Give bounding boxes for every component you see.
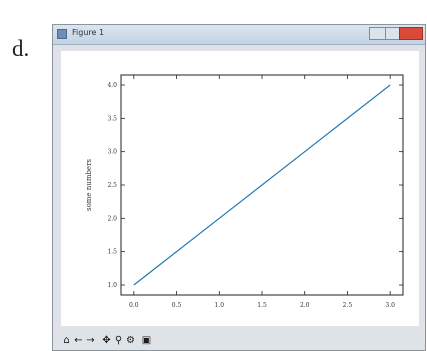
- line-chart: 0.0 0.5 1.0 1.5 2.0 2.5 3.0 1.0 1.5 2.0 2.5 3.0 3.5 4…: [85, 74, 404, 309]
- home-button[interactable]: ⌂: [61, 334, 72, 347]
- x-tick-label: 2.5: [343, 302, 353, 309]
- configure-button[interactable]: ⚙: [125, 334, 136, 347]
- y-tick-label: 1.5: [107, 249, 117, 256]
- configure-icon: ⚙: [126, 334, 135, 346]
- y-axis-label: some numbers: [85, 159, 93, 211]
- zoom-button[interactable]: ⚲: [113, 334, 124, 347]
- navigation-toolbar: ⌂ ← → ✥ ⚲ ⚙ ▣: [61, 331, 153, 349]
- pan-icon: ✥: [102, 334, 111, 346]
- home-icon: ⌂: [63, 334, 70, 346]
- zoom-icon: ⚲: [114, 334, 123, 346]
- minimize-button[interactable]: [369, 27, 385, 40]
- panel-label: d.: [12, 36, 30, 61]
- x-tick-label: 0.5: [172, 302, 182, 309]
- x-tick-label: 0.0: [129, 302, 139, 309]
- window-controls: [369, 27, 423, 41]
- x-tick-label: 2.0: [300, 302, 310, 309]
- maximize-button[interactable]: [385, 27, 399, 40]
- series-line: [133, 84, 391, 286]
- y-tick-label: 1.0: [107, 282, 117, 289]
- figure-window: Figure 1 0.0 0.5 1.0 1.5 2.0 2.5 3.0 1.0 1.5 2.0 2…: [52, 24, 426, 351]
- save-button[interactable]: ▣: [141, 334, 152, 347]
- y-tick-label: 4.0: [107, 82, 117, 89]
- close-button[interactable]: [399, 27, 423, 40]
- y-tick-label: 3.5: [107, 115, 117, 122]
- forward-icon: →: [86, 334, 95, 346]
- back-button[interactable]: ←: [73, 334, 84, 347]
- y-tick-label: 2.5: [107, 182, 117, 189]
- save-icon: ▣: [141, 334, 152, 346]
- x-tick-label: 1.5: [257, 302, 267, 309]
- y-tick-label: 2.0: [107, 215, 117, 222]
- x-tick-label: 3.0: [385, 302, 395, 309]
- window-title: Figure 1: [72, 28, 105, 37]
- app-icon: [57, 29, 67, 39]
- x-tick-label: 1.0: [214, 302, 224, 309]
- y-tick-label: 3.0: [107, 149, 117, 156]
- figure-canvas: 0.0 0.5 1.0 1.5 2.0 2.5 3.0 1.0 1.5 2.0 2.5 3.0 3.5 4…: [61, 51, 419, 326]
- back-icon: ←: [74, 334, 83, 346]
- pan-button[interactable]: ✥: [101, 334, 112, 347]
- title-bar: Figure 1: [53, 25, 425, 45]
- forward-button[interactable]: →: [85, 334, 96, 347]
